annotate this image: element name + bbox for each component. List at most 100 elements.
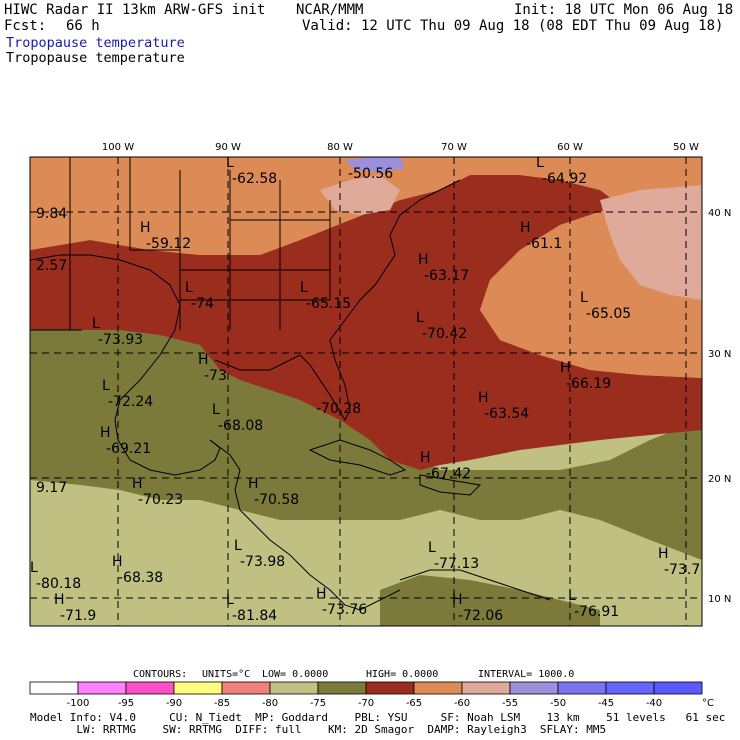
extremum-value: -63.17 — [424, 268, 469, 284]
field-region-olive — [30, 290, 702, 560]
extrema-labels: L-62.58 -50.56L-64.929.84H-59.12H-61.12.5… — [30, 155, 700, 624]
contours-low: LOW= 0.0000 — [262, 669, 328, 680]
colorbar-tick-labels: -100 -95 -90 -85 -80 -75 -70 -65 -60 -55 -50 -45 -40 — [67, 698, 663, 709]
extremum-value: -62.58 — [232, 171, 277, 187]
high-marker: H — [418, 252, 429, 268]
extremum-value: -73.93 — [98, 332, 143, 348]
low-marker: L — [185, 280, 193, 296]
colorbar-swatch — [365, 681, 415, 695]
colorbar-swatch — [557, 681, 607, 695]
high-marker: H — [198, 352, 209, 368]
lon-label: 50 W — [673, 142, 699, 153]
colorbar-tick: -85 — [214, 698, 230, 709]
low-marker: L — [416, 310, 424, 326]
low-marker: L — [226, 592, 234, 608]
high-marker: H — [658, 546, 669, 562]
extremum-value: -66.19 — [566, 376, 611, 392]
high-marker: H — [420, 450, 431, 466]
colorbar-tick: -80 — [262, 698, 278, 709]
low-marker: L — [102, 378, 110, 394]
colorbar-unit: °C — [702, 698, 714, 709]
extremum-value: -59.12 — [146, 236, 191, 252]
field-region-pink — [600, 185, 702, 300]
fcst-value: 66 h — [66, 18, 100, 34]
colorbar-swatch — [461, 681, 511, 695]
extremum-value: -72.24 — [108, 394, 153, 410]
contours-label: CONTOURS: — [133, 669, 187, 680]
high-marker: H — [54, 592, 65, 608]
colorbar-swatch — [77, 681, 127, 695]
colorbar-tick: -60 — [454, 698, 470, 709]
extremum-value: -77.13 — [434, 556, 479, 572]
extremum-value: -61.1 — [526, 236, 562, 252]
low-marker: L — [212, 402, 220, 418]
extremum-value: 9.17 — [36, 480, 67, 496]
lon-label: 70 W — [441, 142, 467, 153]
coastline-outlines — [30, 157, 551, 611]
colorbar-swatch — [605, 681, 655, 695]
colorbar-swatch — [413, 681, 463, 695]
high-marker: H — [100, 425, 111, 441]
model-title: HIWC Radar II 13km ARW-GFS init — [4, 2, 266, 18]
extremum-value: -65.05 — [586, 306, 631, 322]
low-marker: L — [300, 280, 308, 296]
low-marker: L — [580, 290, 588, 306]
extremum-value: -74 — [191, 296, 214, 312]
colorbar-swatch — [269, 681, 319, 695]
colorbar-tick: -90 — [166, 698, 182, 709]
low-marker: L — [226, 155, 234, 171]
colorbar-swatch — [653, 681, 703, 695]
colorbar-tick: -65 — [406, 698, 422, 709]
extremum-value: -50.56 — [348, 166, 393, 182]
colorbar-tick: -95 — [118, 698, 134, 709]
high-marker: H — [520, 220, 531, 236]
extremum-value: -64.92 — [542, 171, 587, 187]
colorbar-tick: -100 — [67, 698, 90, 709]
colorbar-tick: -50 — [550, 698, 566, 709]
high-marker: H — [248, 476, 259, 492]
extremum-value: -76.91 — [574, 604, 619, 620]
extremum-value: -65.15 — [306, 296, 351, 312]
extremum-value: -72.06 — [458, 608, 503, 624]
low-marker: L — [92, 316, 100, 332]
colorbar — [29, 681, 703, 695]
lat-label: 30 N — [708, 349, 731, 360]
map-frame — [29, 156, 703, 627]
extremum-value: -70.28 — [316, 401, 361, 417]
colorbar-swatch — [317, 681, 367, 695]
field-region-dark-red — [30, 175, 702, 470]
colorbar-swatch — [29, 681, 79, 695]
high-marker: H — [112, 554, 123, 570]
extremum-value: -70.23 — [138, 492, 183, 508]
colorbar-tick: -75 — [310, 698, 326, 709]
extremum-value: 2.57 — [36, 258, 67, 274]
high-marker: H — [132, 476, 143, 492]
low-marker: L — [30, 560, 38, 576]
colorbar-tick: -55 — [502, 698, 518, 709]
extremum-value: -67.42 — [426, 466, 471, 482]
extremum-value: -69.21 — [106, 441, 151, 457]
high-marker: H — [140, 220, 151, 236]
colorbar-swatch — [173, 681, 223, 695]
extremum-value: -63.54 — [484, 406, 529, 422]
high-marker: H — [452, 592, 463, 608]
lat-label: 40 N — [708, 208, 731, 219]
colorbar-tick: -40 — [646, 698, 662, 709]
high-marker: H — [316, 586, 327, 602]
lon-label: 60 W — [557, 142, 583, 153]
colorbar-swatch — [509, 681, 559, 695]
contours-interval: INTERVAL= 1000.0 — [478, 669, 574, 680]
field-region-violet — [345, 157, 405, 172]
field-region-olive-south — [380, 575, 600, 626]
extremum-value: -73.98 — [240, 554, 285, 570]
valid-time: Valid: 12 UTC Thu 09 Aug 18 (08 EDT Thu … — [302, 18, 724, 34]
colorbar-swatch — [125, 681, 175, 695]
extremum-value: -80.18 — [36, 576, 81, 592]
org-label: NCAR/MMM — [296, 2, 364, 18]
extremum-value: -73.7 — [664, 562, 700, 578]
field-title-primary: Tropopause temperature — [6, 35, 185, 51]
low-marker: L — [568, 588, 576, 604]
colorbar-swatch — [221, 681, 271, 695]
extremum-value: -81.84 — [232, 608, 277, 624]
graticule — [30, 157, 702, 626]
